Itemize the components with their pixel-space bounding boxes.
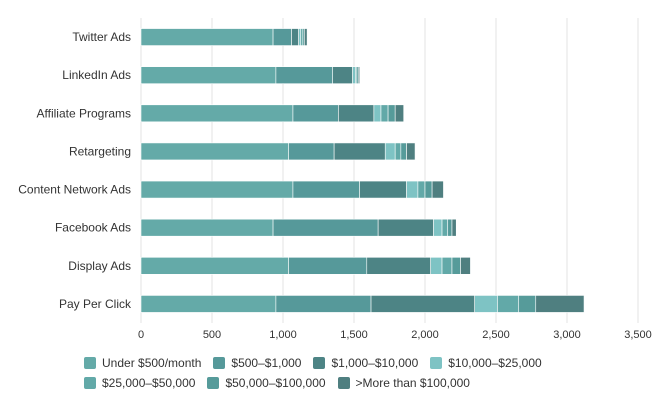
category-labels: Twitter Ads LinkedIn Ads Affiliate Program… <box>18 30 132 311</box>
bar-segment[interactable] <box>275 295 372 313</box>
bar-segment[interactable] <box>387 104 396 123</box>
legend-label: $25,000–$50,000 <box>102 376 196 390</box>
stacked-bar-chart: Twitter Ads LinkedIn Ads Affiliate Program… <box>18 18 652 341</box>
legend-item[interactable]: Under $500/month <box>84 356 201 370</box>
category-label: Affiliate Programs <box>37 106 131 120</box>
bar-segment[interactable] <box>460 257 471 275</box>
bar-segment[interactable] <box>400 142 407 161</box>
bar-segment[interactable] <box>272 218 379 237</box>
bar-segment[interactable] <box>292 180 360 199</box>
bar-segment[interactable] <box>424 180 433 199</box>
bar-segment[interactable] <box>394 104 404 123</box>
legend-swatch <box>313 357 326 369</box>
x-tick-label: 500 <box>203 329 221 341</box>
bar-segment[interactable] <box>140 66 277 84</box>
bar-segment[interactable] <box>298 28 302 46</box>
x-tick-label: 2,000 <box>411 329 439 341</box>
bar-segment[interactable] <box>272 28 292 46</box>
bar-segment[interactable] <box>291 28 299 46</box>
legend-item[interactable]: $500–$1,000 <box>213 356 301 370</box>
bar-segment[interactable] <box>451 257 461 275</box>
bar-segment[interactable] <box>366 257 431 275</box>
bar-segment[interactable] <box>140 295 277 313</box>
bar-segment[interactable] <box>431 180 444 199</box>
bar-segment[interactable] <box>140 218 274 237</box>
legend-swatch <box>337 377 350 389</box>
bar-segment[interactable] <box>357 66 360 84</box>
legend-item[interactable]: $25,000–$50,000 <box>84 376 195 390</box>
category-label: Facebook Ads <box>55 221 131 235</box>
x-tick-label: 0 <box>138 329 144 341</box>
legend-label: Under $500/month <box>102 356 202 370</box>
category-label: Twitter Ads <box>72 30 131 44</box>
bar-segment[interactable] <box>451 218 457 237</box>
bar-segment[interactable] <box>384 142 396 161</box>
legend-item[interactable]: $10,000–$25,000 <box>430 356 542 370</box>
category-label: Retargeting <box>69 144 131 158</box>
bar-segment[interactable] <box>275 66 333 84</box>
legend-label: $1,000–$10,000 <box>331 356 419 370</box>
legend-label: $500–$1,000 <box>231 356 302 370</box>
category-label: LinkedIn Ads <box>62 68 131 82</box>
legend-item[interactable]: >More than $100,000 <box>337 376 470 390</box>
bar-segment[interactable] <box>430 257 443 275</box>
bar-segment[interactable] <box>497 295 520 313</box>
category-label: Pay Per Click <box>59 297 132 311</box>
bar-segment[interactable] <box>352 66 356 84</box>
bar-segment[interactable] <box>359 180 407 199</box>
category-label: Display Ads <box>68 259 131 273</box>
bar-segment[interactable] <box>288 257 368 275</box>
legend-swatch <box>430 357 443 369</box>
bar-segment[interactable] <box>433 218 443 237</box>
bar-segment[interactable] <box>406 142 416 161</box>
bar-segment[interactable] <box>518 295 537 313</box>
bar-segment[interactable] <box>338 104 375 123</box>
bar-segment[interactable] <box>447 218 453 237</box>
x-tick-label: 1,500 <box>340 329 368 341</box>
bar-segment[interactable] <box>288 142 335 161</box>
legend-label: $50,000–$100,000 <box>225 376 326 390</box>
category-label: Content Network Ads <box>18 183 131 197</box>
x-axis-ticks: 0 500 1,000 1,500 2,000 2,500 3,000 3,500 <box>138 329 652 341</box>
legend-swatch <box>84 377 96 389</box>
legend-row: $25,000–$50,000 $50,000–$100,000 >More tha… <box>84 373 644 393</box>
bar-segment[interactable] <box>373 104 382 123</box>
legend-swatch <box>213 357 226 369</box>
bar-segment[interactable] <box>535 295 585 313</box>
x-tick-label: 3,000 <box>553 329 581 341</box>
bar-segment[interactable] <box>140 180 294 199</box>
legend-row: Under $500/month $500–$1,000 $1,000–$10,00… <box>84 353 644 373</box>
legend-swatch <box>207 377 220 389</box>
bar-segment[interactable] <box>332 66 353 84</box>
bar-segment[interactable] <box>333 142 386 161</box>
legend-swatch <box>84 357 96 369</box>
bar-segment[interactable] <box>370 295 476 313</box>
bar-segment[interactable] <box>140 142 289 161</box>
legend-label: $10,000–$25,000 <box>448 356 542 370</box>
bar-segment[interactable] <box>300 28 304 46</box>
bar-segment[interactable] <box>406 180 419 199</box>
bar-segment[interactable] <box>380 104 389 123</box>
legend-item[interactable]: $1,000–$10,000 <box>313 356 418 370</box>
legend-item[interactable]: $50,000–$100,000 <box>207 376 326 390</box>
legend: Under $500/month $500–$1,000 $1,000–$10,00… <box>84 353 644 393</box>
x-tick-label: 1,000 <box>269 329 297 341</box>
gridlines <box>140 18 639 323</box>
bar-segment[interactable] <box>292 104 339 123</box>
bar-segment[interactable] <box>417 180 426 199</box>
x-tick-label: 2,500 <box>482 329 510 341</box>
bar-segment[interactable] <box>140 28 274 46</box>
bar-segment[interactable] <box>441 218 449 237</box>
bar-segment[interactable] <box>303 28 308 46</box>
legend-label: >More than $100,000 <box>355 376 470 390</box>
bar-segment[interactable] <box>140 257 289 275</box>
bar-segment[interactable] <box>441 257 453 275</box>
bar-segment[interactable] <box>377 218 434 237</box>
x-tick-label: 3,500 <box>624 329 652 341</box>
bar-segment[interactable] <box>394 142 402 161</box>
bars <box>140 28 585 313</box>
bar-segment[interactable] <box>140 104 294 123</box>
bar-segment[interactable] <box>474 295 498 313</box>
